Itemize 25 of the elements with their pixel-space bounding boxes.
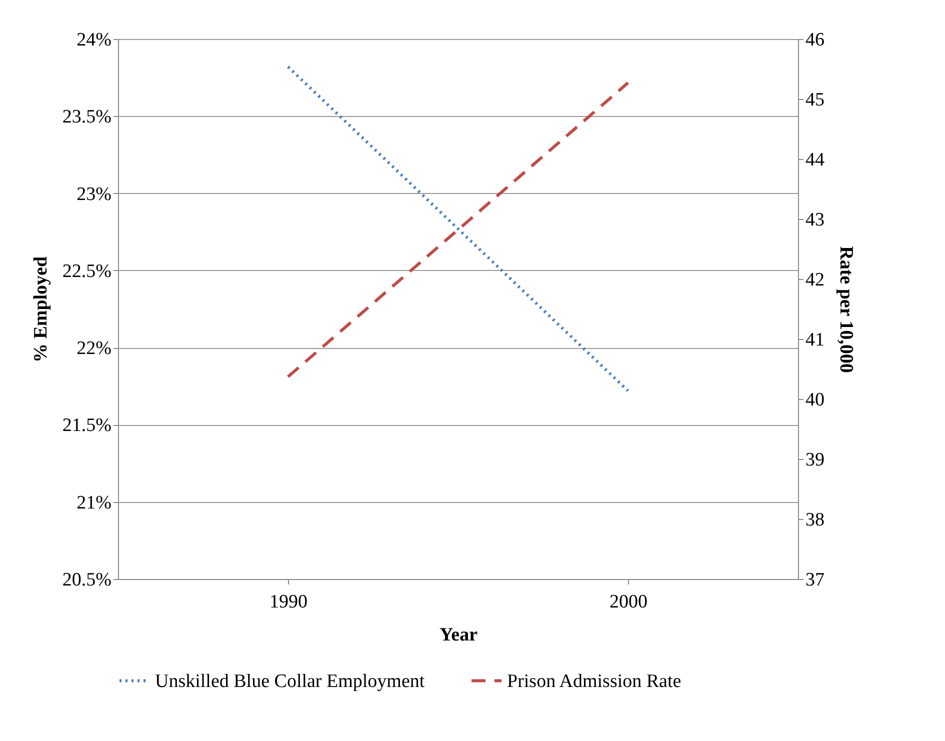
y2-tick-label: 45 (806, 90, 824, 110)
x-tick-label: 2000 (610, 592, 648, 612)
y2-tick-label: 38 (806, 510, 824, 530)
y2-tick-label: 46 (806, 30, 824, 50)
legend-label: Unskilled Blue Collar Employment (155, 670, 426, 692)
y-tick-label: 21% (76, 492, 112, 514)
y2-tick-label: 41 (806, 330, 824, 350)
y2-tick-label: 43 (806, 210, 824, 230)
y-tick-label: 23.5% (62, 106, 112, 128)
y-tick-label: 20.5% (62, 570, 112, 590)
y2-axis-title: Rate per 10,000 (836, 246, 856, 373)
y2-tick-label: 39 (806, 450, 824, 470)
y-tick-label: 22% (76, 338, 112, 360)
y-tick-label: 23% (76, 184, 112, 205)
x-axis-title: Year (440, 624, 478, 646)
y-tick-label: 24% (76, 30, 112, 50)
x-tick-label: 1990 (270, 592, 308, 612)
y2-tick-label: 44 (806, 150, 825, 170)
legend-label: Prison Admission Rate (507, 670, 682, 692)
y2-tick-label: 40 (806, 390, 824, 410)
y-tick-label: 22.5% (62, 260, 112, 282)
y-axis-title: % Employed (30, 256, 52, 363)
y2-tick-label: 37 (806, 570, 824, 590)
y2-tick-label: 42 (806, 270, 824, 290)
y-tick-label: 21.5% (62, 415, 112, 436)
